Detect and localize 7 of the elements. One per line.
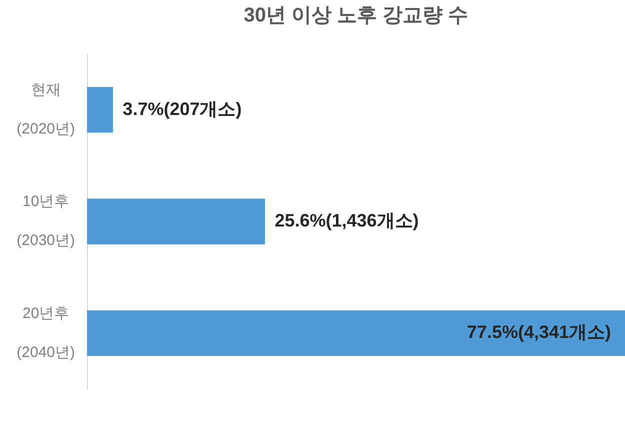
data-label: 3.7%(207개소)	[122, 98, 242, 119]
category-label: 20년후 (2040년)	[16, 304, 75, 361]
data-label: 25.6%(1,436개소)	[274, 210, 419, 230]
chart-title: 30년 이상 노후 강교량 수	[244, 4, 468, 27]
category-label: 10년후 (2030년)	[16, 193, 75, 250]
category-label: 현재 (2020년)	[16, 81, 75, 138]
data-label: 77.5%(4,341개소)	[466, 322, 611, 342]
